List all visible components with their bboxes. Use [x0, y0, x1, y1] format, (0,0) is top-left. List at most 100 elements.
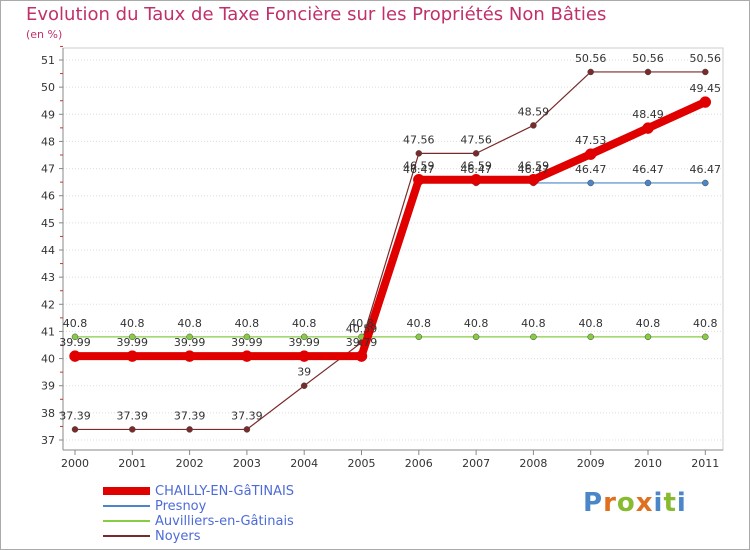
logo-letter: x — [635, 488, 654, 518]
data-label: 46.47 — [403, 163, 435, 176]
y-tick-label: 49 — [41, 108, 55, 121]
y-tick-label: 43 — [41, 271, 55, 284]
data-point — [129, 333, 136, 341]
data-point — [243, 333, 251, 341]
data-label: 48.59 — [518, 105, 550, 118]
data-label: 46.59 — [460, 160, 492, 173]
data-point — [530, 122, 537, 129]
data-label: 37.39 — [231, 409, 263, 422]
data-label: 40.8 — [521, 317, 546, 330]
data-point — [69, 350, 81, 362]
x-tick-label: 2001 — [118, 457, 146, 470]
data-label: 39.99 — [174, 336, 206, 349]
data-label: 40.8 — [292, 317, 317, 330]
series-line-3 — [74, 71, 706, 431]
x-tick-label: 2000 — [61, 457, 89, 470]
data-label: 39.99 — [59, 336, 91, 349]
data-label: 46.59 — [403, 160, 435, 173]
data-point — [472, 150, 480, 157]
y-tick-label: 41 — [41, 325, 55, 338]
data-label: 46.47 — [460, 163, 492, 176]
data-point — [530, 333, 537, 341]
x-tick-label: 2011 — [691, 457, 719, 470]
data-point — [415, 333, 423, 341]
logo-letter: t — [663, 488, 677, 518]
data-point — [472, 333, 480, 341]
data-point — [587, 179, 594, 187]
y-tick-label: 37 — [41, 434, 55, 447]
data-point — [355, 350, 368, 362]
data-point — [584, 148, 597, 160]
data-label: 40.8 — [177, 317, 202, 330]
data-point — [644, 68, 652, 76]
data-label: 39 — [297, 366, 311, 379]
x-tick-label: 2007 — [462, 457, 490, 470]
data-label: 49.45 — [690, 82, 722, 95]
x-tick-label: 2005 — [348, 457, 376, 470]
logo-letter: o — [616, 488, 636, 518]
logo-letter: P — [583, 488, 604, 518]
data-label: 40.8 — [693, 317, 718, 330]
y-tick-label: 44 — [41, 244, 55, 257]
logo-letter: i — [676, 488, 687, 518]
data-point — [186, 426, 193, 433]
x-tick-label: 2008 — [519, 457, 547, 470]
data-point — [71, 333, 79, 341]
data-point — [129, 426, 136, 433]
y-tick-label: 42 — [41, 298, 55, 311]
data-label: 37.39 — [117, 409, 149, 422]
data-label: 46.47 — [518, 163, 550, 176]
data-label: 50.56 — [690, 52, 722, 65]
data-label: 50.56 — [632, 52, 664, 65]
x-tick-label: 2010 — [634, 457, 662, 470]
legend-label-auvilliers: Auvilliers-en-Gâtinais — [155, 514, 294, 529]
data-point — [702, 179, 709, 187]
data-label: 39.99 — [231, 336, 263, 349]
legend-label-noyers: Noyers — [155, 529, 201, 544]
data-point — [702, 68, 709, 76]
data-label: 40.8 — [578, 317, 603, 330]
data-label: 40.8 — [120, 317, 145, 330]
data-point — [702, 333, 709, 341]
data-point — [298, 350, 310, 362]
y-tick-label: 46 — [41, 190, 55, 203]
data-point — [243, 426, 251, 433]
y-tick-label: 39 — [41, 380, 55, 393]
data-point — [699, 96, 712, 108]
data-point — [186, 333, 193, 341]
data-label: 39.79 — [346, 336, 378, 349]
proxiti-logo: Proxiti — [583, 488, 687, 518]
logo-letter: i — [653, 488, 664, 518]
data-label: 47.56 — [403, 133, 435, 146]
data-point — [587, 333, 594, 341]
data-label: 37.39 — [174, 409, 206, 422]
data-label: 40.8 — [636, 317, 661, 330]
data-label: 39.99 — [288, 336, 320, 349]
data-label: 47.53 — [575, 134, 607, 147]
x-tick-label: 2006 — [405, 457, 433, 470]
x-tick-label: 2003 — [233, 457, 261, 470]
y-tick-label: 51 — [41, 54, 55, 67]
data-label: 40.8 — [63, 317, 88, 330]
x-tick-label: 2009 — [577, 457, 605, 470]
data-label: 40.8 — [407, 317, 432, 330]
data-point — [300, 382, 308, 389]
series-line-0 — [71, 98, 710, 361]
data-point — [413, 173, 425, 186]
data-point — [71, 426, 79, 433]
data-point — [126, 350, 139, 362]
data-label: 46.47 — [632, 163, 664, 176]
data-label: 39.99 — [117, 336, 149, 349]
y-tick-label: 48 — [41, 135, 55, 148]
x-tick-label: 2004 — [290, 457, 318, 470]
y-tick-label: 50 — [41, 81, 55, 94]
data-label: 50.56 — [575, 52, 607, 65]
y-tick-label: 40 — [41, 353, 55, 366]
data-point — [644, 179, 652, 187]
data-point — [241, 350, 253, 362]
data-point — [587, 68, 594, 76]
data-point — [415, 150, 423, 157]
data-label: 46.47 — [690, 163, 722, 176]
y-tick-label: 47 — [41, 163, 55, 176]
